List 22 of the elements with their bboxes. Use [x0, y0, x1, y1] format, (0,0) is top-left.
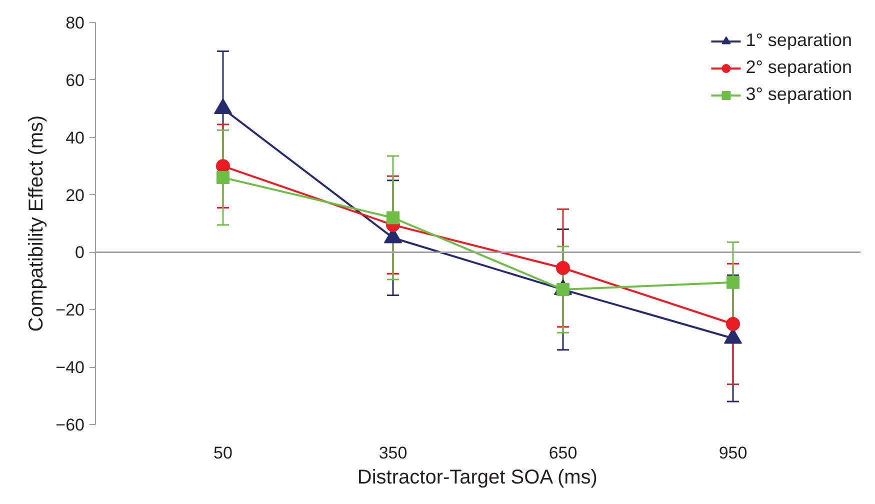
point: [726, 317, 740, 331]
y-tick-label: 60: [66, 70, 85, 90]
y-tick-label: −20: [56, 300, 85, 320]
x-axis-title: Distractor-Target SOA (ms): [357, 466, 598, 488]
x-tick-label: 50: [214, 444, 232, 462]
y-tick-label: −40: [56, 358, 85, 378]
legend-label: 3° separation: [746, 84, 852, 105]
legend-label: 2° separation: [746, 57, 852, 78]
point: [726, 276, 740, 289]
y-tick-label: −60: [56, 416, 85, 434]
y-tick-label: 0: [75, 243, 85, 262]
x-tick-label: 950: [718, 444, 748, 462]
y-tick-label: 80: [66, 14, 85, 32]
point: [216, 171, 230, 184]
point: [386, 211, 400, 224]
y-tick-label: 20: [66, 186, 85, 205]
legend-label: 1° separation: [746, 30, 852, 51]
x-tick-label: 350: [378, 444, 408, 462]
x-tick-label: 650: [548, 444, 578, 462]
y-axis-title: Compatibility Effect (ms): [26, 115, 48, 332]
y-tick-label: 40: [66, 128, 85, 148]
point: [556, 261, 570, 275]
